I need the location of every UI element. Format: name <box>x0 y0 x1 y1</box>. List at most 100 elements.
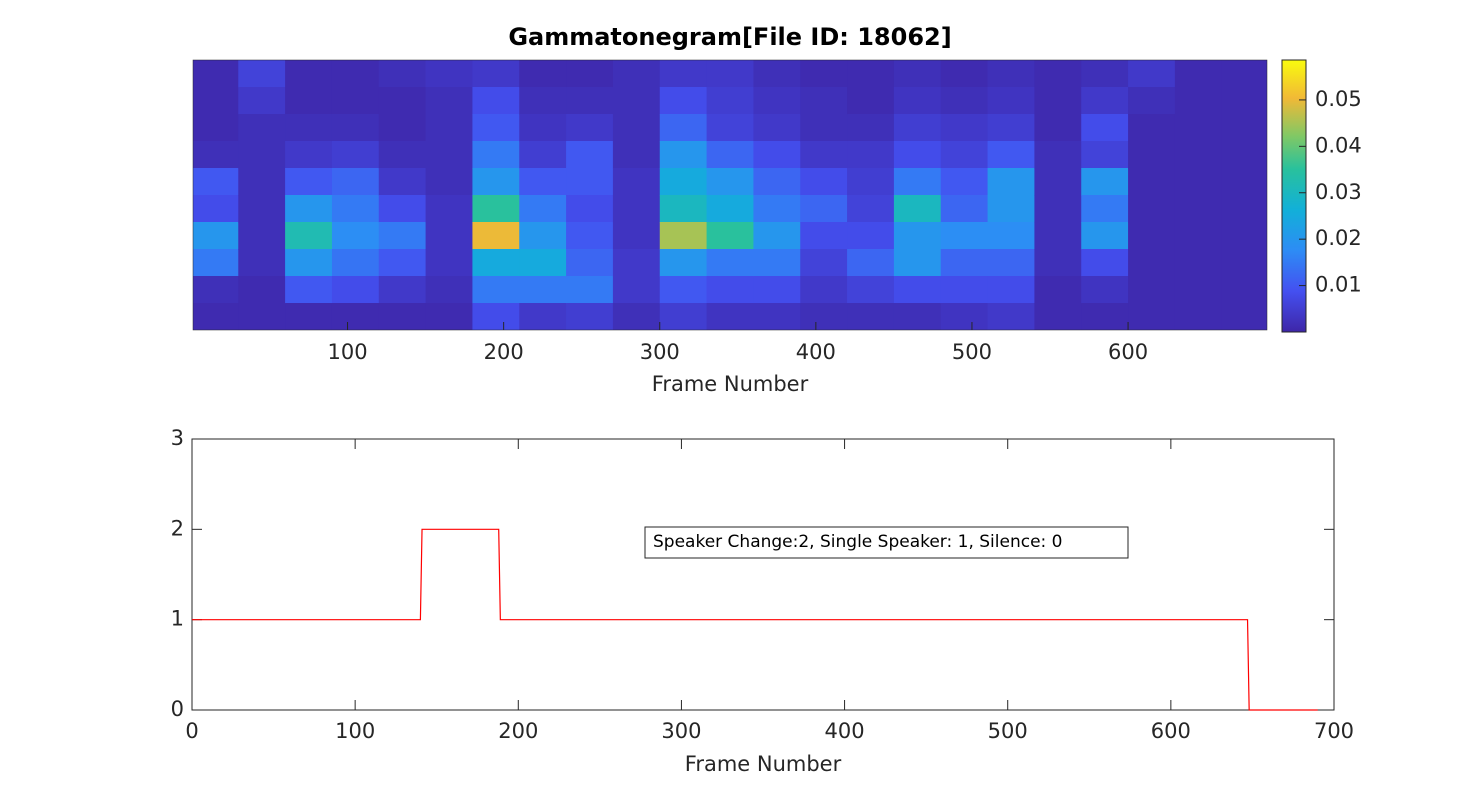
data-line <box>192 528 1318 711</box>
heatmap-cell <box>378 168 427 196</box>
heatmap-cell <box>566 195 614 223</box>
heatmap-cell <box>331 87 380 115</box>
heatmap-cell <box>753 249 801 277</box>
heatmap-cell <box>519 168 567 196</box>
heatmap <box>193 60 1267 330</box>
heatmap-cell <box>331 60 380 88</box>
heatmap-cell <box>425 60 473 88</box>
heatmap-cell <box>940 60 989 88</box>
heatmap-cell <box>193 60 239 88</box>
heatmap-cell <box>753 87 801 115</box>
heatmap-cell <box>940 168 989 196</box>
heatmap-cell <box>1221 222 1267 250</box>
heatmap-cell <box>706 195 754 223</box>
heatmap-cell <box>659 114 708 142</box>
x-tick-label: 400 <box>796 340 836 364</box>
heatmap-cell <box>1081 168 1129 196</box>
heatmap-cell <box>285 87 333 115</box>
heatmap-cell <box>1034 141 1082 169</box>
heatmap-cell <box>378 141 427 169</box>
colorbar-tick-label: 0.02 <box>1315 226 1362 250</box>
heatmap-cell <box>1174 60 1223 88</box>
heatmap-cell <box>1081 303 1129 330</box>
heatmap-cell <box>425 222 473 250</box>
heatmap-cell <box>425 276 473 304</box>
heatmap-cell <box>893 249 942 277</box>
heatmap-cell <box>940 222 989 250</box>
heatmap-cell <box>193 249 239 277</box>
heatmap-cell <box>472 249 520 277</box>
heatmap-cell <box>940 87 989 115</box>
heatmap-cell <box>706 87 754 115</box>
heatmap-cell <box>285 249 333 277</box>
heatmap-cell <box>940 195 989 223</box>
x-tick-label: 300 <box>640 340 680 364</box>
heatmap-cell <box>193 222 239 250</box>
heatmap-cell <box>612 141 661 169</box>
heatmap-cell <box>1128 141 1176 169</box>
colorbar-tick-label: 0.03 <box>1315 180 1362 204</box>
heatmap-cell <box>331 303 380 330</box>
heatmap-cell <box>800 60 848 88</box>
heatmap-cell <box>706 249 754 277</box>
heatmap-cell <box>800 87 848 115</box>
heatmap-cell <box>1034 114 1082 142</box>
heatmap-cell <box>285 195 333 223</box>
x-tick-label: 500 <box>988 719 1028 743</box>
heatmap-cell <box>331 168 380 196</box>
heatmap-cell <box>1034 222 1082 250</box>
heatmap-cell <box>519 195 567 223</box>
heatmap-cell <box>800 303 848 330</box>
heatmap-cell <box>987 168 1035 196</box>
heatmap-cell <box>987 303 1035 330</box>
heatmap-cell <box>612 87 661 115</box>
heatmap-cell <box>519 87 567 115</box>
heatmap-cell <box>659 195 708 223</box>
heatmap-cell <box>753 60 801 88</box>
heatmap-cell <box>378 114 427 142</box>
heatmap-cell <box>753 303 801 330</box>
heatmap-cell <box>1081 141 1129 169</box>
axes-frame <box>192 59 1268 331</box>
heatmap-cell <box>193 168 239 196</box>
annotation: Speaker Change:2, Single Speaker: 1, Sil… <box>653 532 1062 552</box>
heatmap-cell <box>425 87 473 115</box>
heatmap-cell <box>659 222 708 250</box>
heatmap-cell <box>800 195 848 223</box>
heatmap-cell <box>706 222 754 250</box>
heatmap-cell <box>659 276 708 304</box>
x-tick-label: 600 <box>1108 340 1148 364</box>
heatmap-cell <box>1034 303 1082 330</box>
annotation-box <box>644 526 1129 559</box>
heatmap-cell <box>847 303 895 330</box>
heatmap-cell <box>1221 195 1267 223</box>
heatmap-cell <box>1128 114 1176 142</box>
heatmap-cell <box>847 195 895 223</box>
heatmap-cell <box>472 60 520 88</box>
colorbar-tick-label: 0.01 <box>1315 273 1362 297</box>
heatmap-cell <box>566 222 614 250</box>
heatmap-cell <box>519 60 567 88</box>
heatmap-cell <box>425 114 473 142</box>
heatmap-cell <box>847 168 895 196</box>
heatmap-cell <box>1034 87 1082 115</box>
heatmap-cell <box>847 60 895 88</box>
heatmap-cell <box>1221 141 1267 169</box>
heatmap-cell <box>612 60 661 88</box>
x-tick-label: 400 <box>825 719 865 743</box>
heatmap-cell <box>472 303 520 330</box>
heatmap-cell <box>612 249 661 277</box>
heatmap-cell <box>472 114 520 142</box>
heatmap-cell <box>753 168 801 196</box>
heatmap-cell <box>987 249 1035 277</box>
heatmap-cell <box>1034 249 1082 277</box>
y-tick-label: 3 <box>171 426 184 450</box>
heatmap-cell <box>378 60 427 88</box>
heatmap-cell <box>566 141 614 169</box>
heatmap-cell <box>987 276 1035 304</box>
heatmap-cell <box>425 168 473 196</box>
heatmap-cell <box>612 303 661 330</box>
heatmap-cell <box>1034 168 1082 196</box>
